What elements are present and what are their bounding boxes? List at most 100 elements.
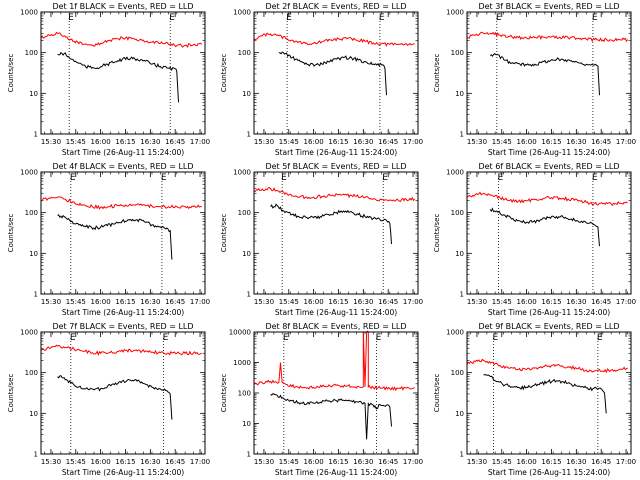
x-tick-label: 16:00 (304, 458, 324, 466)
marker-e-label: E (597, 333, 603, 343)
x-tick-label: 17:00 (403, 458, 423, 466)
marker-e-label: E (496, 13, 502, 23)
plot-frame (40, 171, 206, 295)
marker-e-label: E (286, 13, 292, 23)
y-tick-label: 1000 (233, 359, 251, 367)
x-tick-label: 15:45 (492, 138, 512, 146)
y-tick-label: 100 (451, 369, 464, 377)
y-tick-label: 1000 (446, 329, 464, 337)
lld-series-line (253, 32, 415, 47)
x-tick-label: 16:15 (328, 458, 348, 466)
x-axis-label: Start Time (26-Aug-11 15:24:00) (62, 308, 184, 317)
plot-frame (40, 331, 206, 455)
marker-e-label: E (497, 173, 503, 183)
x-tick-label: 15:30 (254, 458, 274, 466)
x-tick-label: 16:45 (378, 298, 398, 306)
x-tick-label: 16:15 (328, 138, 348, 146)
x-tick-label: 16:15 (115, 458, 135, 466)
x-axis-label: Start Time (26-Aug-11 15:24:00) (488, 468, 610, 477)
x-tick-label: 17:00 (616, 298, 636, 306)
y-tick-label: 100 (238, 209, 251, 217)
y-axis-label: Counts/sec (433, 214, 441, 253)
x-tick-label: 16:15 (541, 298, 561, 306)
x-tick-label: 16:45 (165, 138, 185, 146)
x-axis-label: Start Time (26-Aug-11 15:24:00) (62, 148, 184, 157)
chart-title: Det 9f BLACK = Events, RED = LLD (478, 322, 619, 331)
x-tick-label: 15:45 (492, 458, 512, 466)
y-axis-label: Counts/sec (220, 54, 228, 93)
y-axis-label: Counts/sec (433, 54, 441, 93)
x-tick-label: 17:00 (616, 138, 636, 146)
x-tick-label: 17:00 (616, 458, 636, 466)
x-tick-label: 16:45 (165, 458, 185, 466)
marker-e-label: E (70, 173, 76, 183)
x-tick-label: 16:15 (115, 138, 135, 146)
y-tick-label: 1 (460, 131, 464, 139)
chart-title: Det 6f BLACK = Events, RED = LLD (478, 162, 619, 171)
x-tick-label: 15:45 (66, 298, 86, 306)
y-tick-label: 100 (238, 49, 251, 57)
y-tick-label: 1000 (20, 169, 38, 177)
lld-series-line (466, 358, 628, 374)
x-tick-label: 16:30 (353, 138, 373, 146)
x-tick-label: 15:45 (66, 458, 86, 466)
y-tick-label: 1000 (233, 9, 251, 17)
y-tick-label: 100 (451, 209, 464, 217)
y-tick-label: 1000 (446, 9, 464, 17)
x-tick-label: 15:45 (492, 298, 512, 306)
chart-panel: Det 4f BLACK = Events, RED = LLD Counts/s… (7, 162, 210, 317)
x-tick-label: 16:00 (517, 298, 537, 306)
x-tick-label: 16:30 (140, 298, 160, 306)
x-tick-label: 16:00 (517, 138, 537, 146)
x-tick-label: 16:30 (140, 138, 160, 146)
y-tick-label: 100 (25, 49, 38, 57)
x-tick-label: 16:00 (91, 458, 111, 466)
events-series-line (57, 51, 179, 103)
y-tick-label: 1 (247, 291, 251, 299)
x-tick-label: 16:45 (165, 298, 185, 306)
y-tick-label: 10 (29, 410, 38, 418)
y-tick-label: 1 (34, 291, 38, 299)
plot-frame (40, 11, 206, 135)
y-tick-label: 10 (455, 410, 464, 418)
x-tick-label: 15:30 (41, 298, 61, 306)
y-tick-label: 100 (25, 209, 38, 217)
x-tick-label: 15:45 (279, 138, 299, 146)
y-axis-label: Counts/sec (7, 374, 15, 413)
events-series-line (57, 375, 173, 420)
x-tick-label: 16:45 (591, 138, 611, 146)
plot-frame (253, 11, 419, 135)
y-tick-label: 10000 (229, 329, 251, 337)
x-tick-label: 16:30 (353, 298, 373, 306)
plot-frame (466, 171, 632, 295)
x-tick-label: 16:45 (378, 458, 398, 466)
y-tick-label: 1 (34, 451, 38, 459)
x-tick-label: 16:30 (353, 458, 373, 466)
lld-series-line (40, 31, 203, 48)
y-tick-label: 1 (247, 131, 251, 139)
marker-e-label: E (169, 13, 175, 23)
y-tick-label: 1 (460, 291, 464, 299)
plot-frame (466, 331, 632, 455)
x-tick-label: 15:30 (467, 138, 487, 146)
chart-panel: Det 3f BLACK = Events, RED = LLD Counts/s… (433, 2, 636, 157)
x-tick-label: 15:30 (254, 138, 274, 146)
chart-title: Det 7f BLACK = Events, RED = LLD (52, 322, 193, 331)
x-tick-label: 16:30 (566, 298, 586, 306)
lld-series-line (253, 186, 416, 202)
plot-frame (253, 171, 419, 295)
marker-e-label: E (68, 13, 74, 23)
x-tick-label: 16:00 (91, 138, 111, 146)
y-tick-label: 1 (247, 451, 251, 459)
marker-e-label: E (379, 13, 385, 23)
chart-title: Det 4f BLACK = Events, RED = LLD (52, 162, 193, 171)
x-axis-label: Start Time (26-Aug-11 15:24:00) (275, 148, 397, 157)
x-axis-label: Start Time (26-Aug-11 15:24:00) (488, 308, 610, 317)
marker-e-label: E (592, 13, 598, 23)
x-tick-label: 16:15 (541, 458, 561, 466)
marker-e-label: E (592, 173, 598, 183)
events-series-line (489, 52, 600, 96)
x-axis-label: Start Time (26-Aug-11 15:24:00) (488, 148, 610, 157)
events-series-line (278, 51, 387, 96)
x-tick-label: 16:00 (304, 298, 324, 306)
